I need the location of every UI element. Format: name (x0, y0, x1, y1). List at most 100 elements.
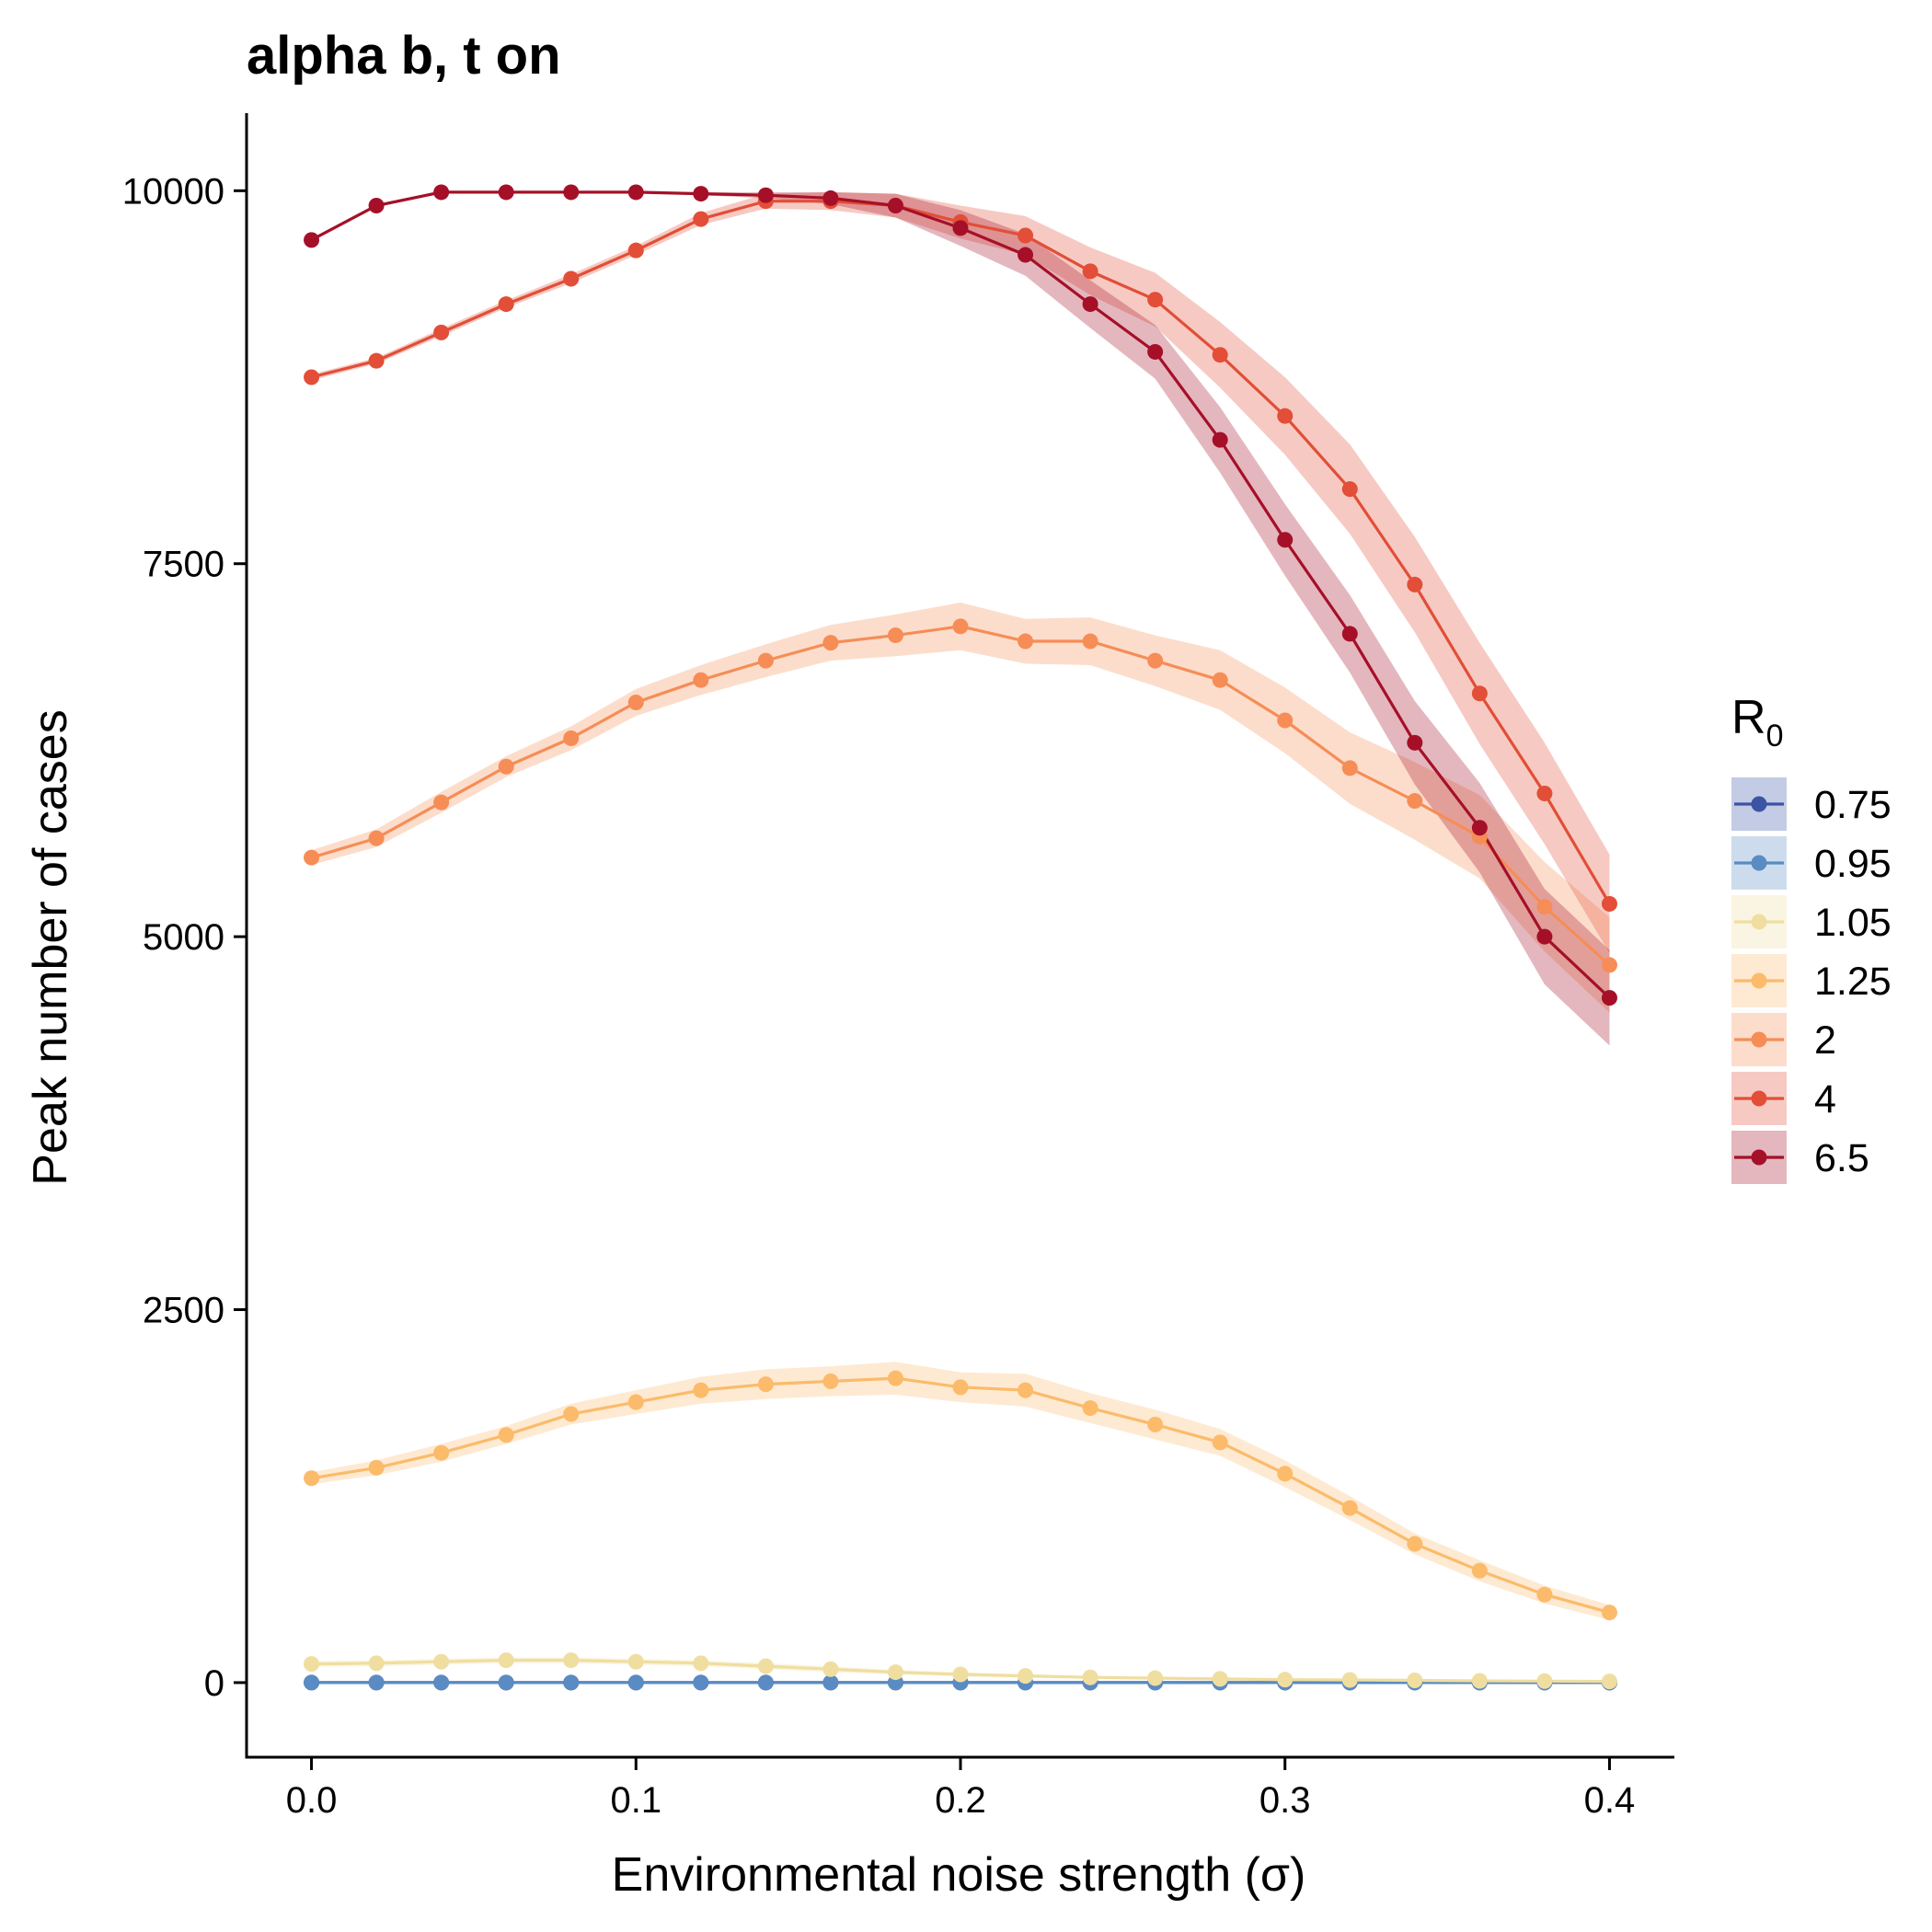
point-r0-4 (1341, 481, 1358, 498)
point-r0-1-05 (498, 1652, 514, 1669)
point-r0-1-25 (1341, 1500, 1358, 1516)
x-tick-label: 0.0 (286, 1780, 338, 1821)
point-r0-1-05 (693, 1655, 709, 1672)
point-r0-1-05 (887, 1664, 903, 1681)
point-r0-6-5 (1082, 296, 1098, 313)
point-r0-1-25 (1407, 1535, 1423, 1552)
legend-key-point (1751, 1149, 1767, 1166)
point-r0-1-05 (1212, 1671, 1228, 1687)
chart-title: alpha b, t on (247, 26, 561, 86)
point-r0-6-5 (1471, 820, 1488, 836)
x-axis-ticks: 0.0 0.1 0.2 0.3 0.4 (286, 1757, 1635, 1821)
point-r0-1-05 (757, 1658, 774, 1674)
point-r0-0-95 (563, 1674, 580, 1691)
point-r0-1-05 (304, 1656, 320, 1673)
point-r0-2 (1147, 652, 1164, 669)
point-r0-2 (304, 849, 320, 866)
point-r0-0-95 (498, 1674, 514, 1691)
point-r0-4 (1082, 263, 1098, 280)
point-r0-1-05 (433, 1653, 450, 1670)
band-r0-1-25 (311, 1362, 1610, 1620)
point-r0-1-05 (1341, 1672, 1358, 1688)
band-r0-6-5 (311, 191, 1610, 1046)
point-r0-2 (1212, 672, 1228, 688)
point-r0-4 (693, 211, 709, 227)
point-r0-6-5 (1277, 532, 1294, 548)
point-r0-2 (887, 627, 903, 644)
point-r0-2 (1536, 899, 1553, 915)
point-r0-2 (563, 730, 580, 746)
legend-key-point (1751, 855, 1767, 871)
point-r0-6-5 (304, 232, 320, 248)
point-r0-1-05 (1471, 1673, 1488, 1689)
point-r0-1-25 (498, 1427, 514, 1443)
x-tick-label: 0.3 (1259, 1780, 1311, 1821)
point-r0-4 (627, 242, 644, 259)
plot-area (304, 184, 1617, 1691)
point-r0-6-5 (498, 184, 514, 201)
point-r0-6-5 (1601, 990, 1617, 1006)
x-tick-label: 0.2 (935, 1780, 986, 1821)
point-r0-1-05 (563, 1652, 580, 1669)
point-r0-1-25 (1018, 1382, 1034, 1398)
point-r0-1-25 (433, 1444, 450, 1461)
legend-item-r0-1-05: 1.05 (1731, 895, 1892, 949)
line-r0-1-25 (311, 1376, 1610, 1615)
point-r0-6-5 (1407, 734, 1423, 751)
point-r0-0-95 (627, 1674, 644, 1691)
point-r0-2 (1341, 760, 1358, 776)
point-r0-1-05 (1147, 1670, 1164, 1686)
legend-items: 0.75 0.95 1.05 1.25 2 4 6.5 (1731, 777, 1892, 1184)
point-r0-2 (1407, 793, 1423, 810)
legend-item-r0-1-25: 1.25 (1731, 954, 1892, 1007)
point-r0-1-05 (1018, 1668, 1034, 1685)
legend-label: 0.75 (1814, 783, 1892, 827)
confidence-bands (311, 191, 1610, 1684)
point-r0-1-25 (304, 1470, 320, 1487)
point-r0-0-95 (693, 1674, 709, 1691)
legend-item-r0-4: 4 (1731, 1072, 1836, 1125)
point-r0-6-5 (1536, 928, 1553, 945)
point-r0-2 (1601, 957, 1617, 973)
point-r0-1-25 (368, 1459, 385, 1476)
point-r0-4 (1277, 408, 1294, 424)
legend-label: 1.05 (1814, 901, 1892, 945)
point-r0-1-25 (1601, 1604, 1617, 1621)
point-r0-6-5 (1147, 343, 1164, 360)
y-tick-label: 2500 (143, 1291, 224, 1331)
point-r0-4 (1212, 347, 1228, 363)
point-r0-6-5 (627, 184, 644, 201)
point-r0-4 (1536, 785, 1553, 801)
point-r0-2 (368, 830, 385, 846)
point-r0-6-5 (368, 198, 385, 214)
legend-key-point (1751, 914, 1767, 930)
point-r0-6-5 (822, 190, 839, 206)
point-r0-6-5 (1018, 247, 1034, 263)
point-r0-6-5 (693, 186, 709, 202)
point-r0-4 (1018, 227, 1034, 244)
legend-key-point (1751, 972, 1767, 989)
point-r0-1-25 (822, 1373, 839, 1389)
point-r0-2 (822, 635, 839, 651)
legend-label: 6.5 (1814, 1136, 1869, 1180)
point-r0-1-05 (952, 1666, 969, 1683)
point-r0-1-25 (693, 1382, 709, 1398)
point-r0-2 (627, 695, 644, 711)
legend-key-point (1751, 1090, 1767, 1107)
point-r0-0-95 (304, 1674, 320, 1691)
legend: R0 0.75 0.95 1.05 1.25 2 4 6.5 (1731, 691, 1892, 1184)
point-r0-0-95 (433, 1674, 450, 1691)
legend-item-r0-0-95: 0.95 (1731, 836, 1892, 890)
point-r0-2 (1277, 712, 1294, 729)
point-r0-2 (498, 758, 514, 775)
point-r0-4 (304, 369, 320, 385)
point-r0-6-5 (887, 198, 903, 214)
point-r0-1-25 (952, 1379, 969, 1396)
y-tick-label: 0 (204, 1663, 224, 1704)
point-r0-4 (433, 324, 450, 340)
point-r0-1-05 (1407, 1672, 1423, 1688)
point-r0-6-5 (433, 184, 450, 201)
point-r0-6-5 (563, 184, 580, 201)
legend-title-subscript: 0 (1766, 719, 1784, 753)
